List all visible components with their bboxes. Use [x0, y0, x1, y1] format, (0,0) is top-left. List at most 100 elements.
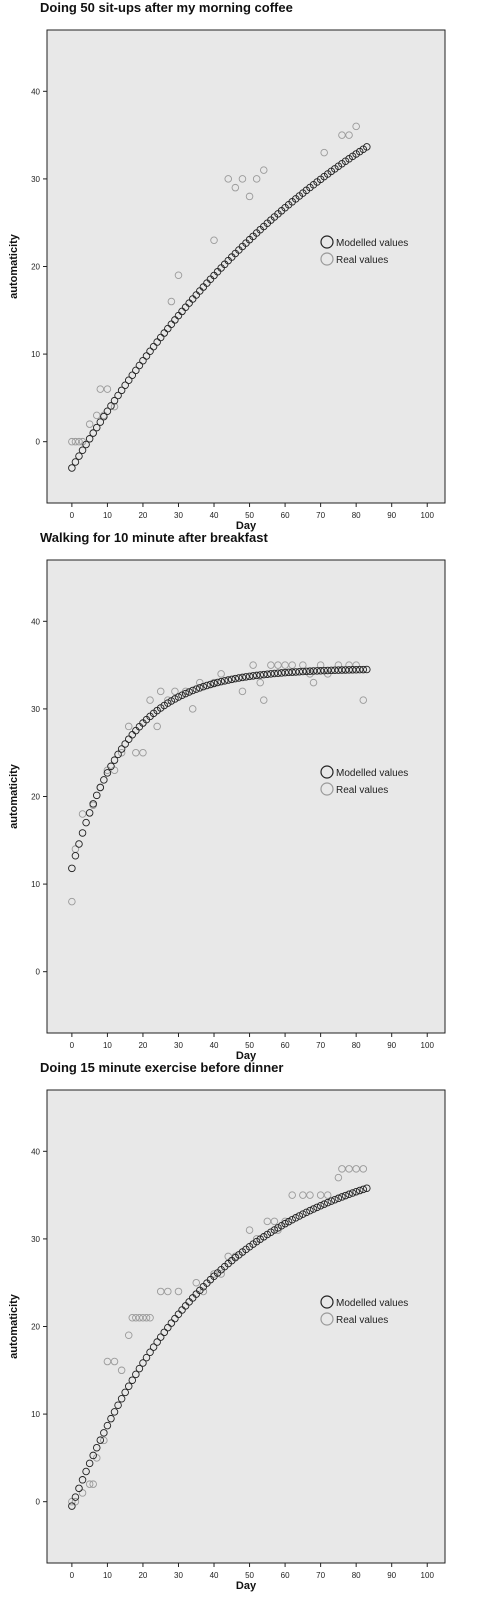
real-value-point	[171, 687, 179, 696]
modelled-value-point	[292, 1214, 300, 1222]
chart-title: Doing 50 sit-ups after my morning coffee	[40, 0, 293, 15]
modelled-value-point	[89, 429, 97, 437]
real-value-point	[110, 402, 119, 411]
y-axis-label: automaticity	[8, 233, 20, 299]
x-tick-label: 40	[210, 1041, 219, 1050]
real-value-point	[345, 1165, 353, 1173]
real-value-point	[288, 1191, 296, 1199]
modelled-value-point	[306, 1206, 314, 1215]
modelled-value-point	[78, 446, 87, 455]
x-tick-label: 90	[387, 1571, 396, 1580]
real-value-point	[260, 166, 268, 174]
plot-area	[46, 29, 446, 504]
modelled-value-point	[135, 1364, 144, 1373]
x-tick-label: 60	[281, 1041, 290, 1050]
y-tick-label: 40	[31, 617, 40, 626]
y-axis-label: automaticity	[8, 763, 20, 829]
modelled-value-point	[281, 668, 289, 677]
modelled-value-point	[78, 829, 87, 837]
chart-svg: 0 10 20 30 40 50 60 70 80 90 100 0 10 20 30 40 Day automa…	[8, 1089, 446, 1592]
modelled-value-point	[213, 678, 222, 687]
modelled-value-point	[277, 669, 286, 677]
modelled-value-point	[309, 1205, 318, 1213]
x-tick-label: 100	[421, 511, 435, 520]
modelled-value-point	[110, 756, 119, 764]
real-value-point	[89, 1480, 97, 1488]
chart-svg: 0 10 20 30 40 50 60 70 80 90 100 0 10 20 30 40 Day automa…	[8, 29, 446, 532]
modelled-value-point	[103, 407, 112, 416]
y-tick-label: 20	[31, 1323, 40, 1332]
real-value-point	[139, 1313, 147, 1322]
chart-title: Doing 15 minute exercise before dinner	[40, 1060, 284, 1075]
real-value-point	[359, 1165, 368, 1173]
legend: Modelled values Real values	[320, 1295, 408, 1326]
legend-label: Real values	[336, 785, 388, 796]
modelled-value-point	[274, 669, 282, 677]
modelled-value-point	[103, 769, 112, 777]
real-value-point	[132, 1313, 140, 1322]
real-value-point	[188, 705, 197, 713]
real-value-point	[306, 1191, 314, 1199]
real-value-point	[252, 1235, 261, 1243]
real-value-point	[124, 722, 133, 731]
x-tick-label: 60	[281, 1571, 290, 1580]
modelled-value-point	[309, 667, 318, 675]
x-tick-label: 20	[138, 511, 147, 520]
legend: Modelled values Real values	[320, 765, 408, 796]
modelled-value-point	[167, 697, 176, 705]
modelled-value-point	[320, 666, 328, 675]
modelled-value-point	[68, 464, 76, 472]
modelled-value-point	[96, 418, 105, 426]
modelled-value-point	[231, 674, 240, 683]
modelled-value-point	[124, 1382, 133, 1390]
modelled-value-point	[192, 685, 200, 693]
legend-label: Real values	[336, 1315, 388, 1326]
modelled-value-point	[85, 809, 94, 817]
real-value-point	[299, 1191, 307, 1199]
real-value-point	[85, 420, 94, 428]
x-tick-label: 90	[387, 511, 396, 520]
x-axis-label: Day	[236, 1050, 257, 1062]
real-value-point	[334, 661, 343, 669]
y-tick-label: 0	[36, 1498, 41, 1507]
chart-panel: Walking for 10 minute after breakfast 0 10…	[0, 530, 481, 1062]
modelled-value-point	[75, 1484, 83, 1493]
modelled-value-point	[107, 1414, 115, 1423]
modelled-value-point	[121, 1388, 129, 1397]
legend-label: Modelled values	[336, 768, 408, 779]
real-value-point	[270, 1217, 279, 1226]
modelled-value-point	[359, 665, 368, 674]
y-tick-label: 30	[31, 175, 40, 184]
real-value-point	[256, 678, 264, 687]
modelled-value-point	[210, 679, 218, 688]
modelled-value-point	[89, 1451, 97, 1460]
modelled-value-point	[114, 750, 122, 759]
modelled-value-point	[270, 669, 279, 678]
modelled-value-point	[160, 1328, 169, 1337]
modelled-value-point	[100, 776, 108, 784]
modelled-value-point	[345, 666, 353, 674]
modelled-value-point	[149, 1343, 158, 1351]
real-value-point	[128, 1313, 137, 1322]
modelled-value-point	[75, 452, 83, 460]
y-tick-label: 10	[31, 1410, 40, 1419]
real-value-point	[316, 661, 325, 669]
y-tick-label: 40	[31, 1147, 40, 1156]
modelled-value-point	[263, 670, 272, 678]
modelled-value-point	[288, 1215, 296, 1224]
real-value-point	[146, 1313, 154, 1322]
modelled-value-point	[199, 682, 208, 691]
x-tick-label: 40	[210, 511, 219, 520]
real-value-point	[96, 385, 105, 393]
real-value-point	[153, 722, 161, 731]
real-value-point	[267, 661, 275, 669]
real-value-point	[92, 411, 101, 420]
real-value-point	[309, 678, 318, 687]
modelled-value-point	[114, 1401, 122, 1409]
legend-marker	[320, 1295, 334, 1309]
real-value-point	[316, 1191, 325, 1199]
real-value-point	[68, 1497, 76, 1506]
modelled-value-point	[71, 852, 80, 860]
modelled-value-point	[292, 668, 300, 676]
modelled-value-point	[103, 1421, 112, 1430]
